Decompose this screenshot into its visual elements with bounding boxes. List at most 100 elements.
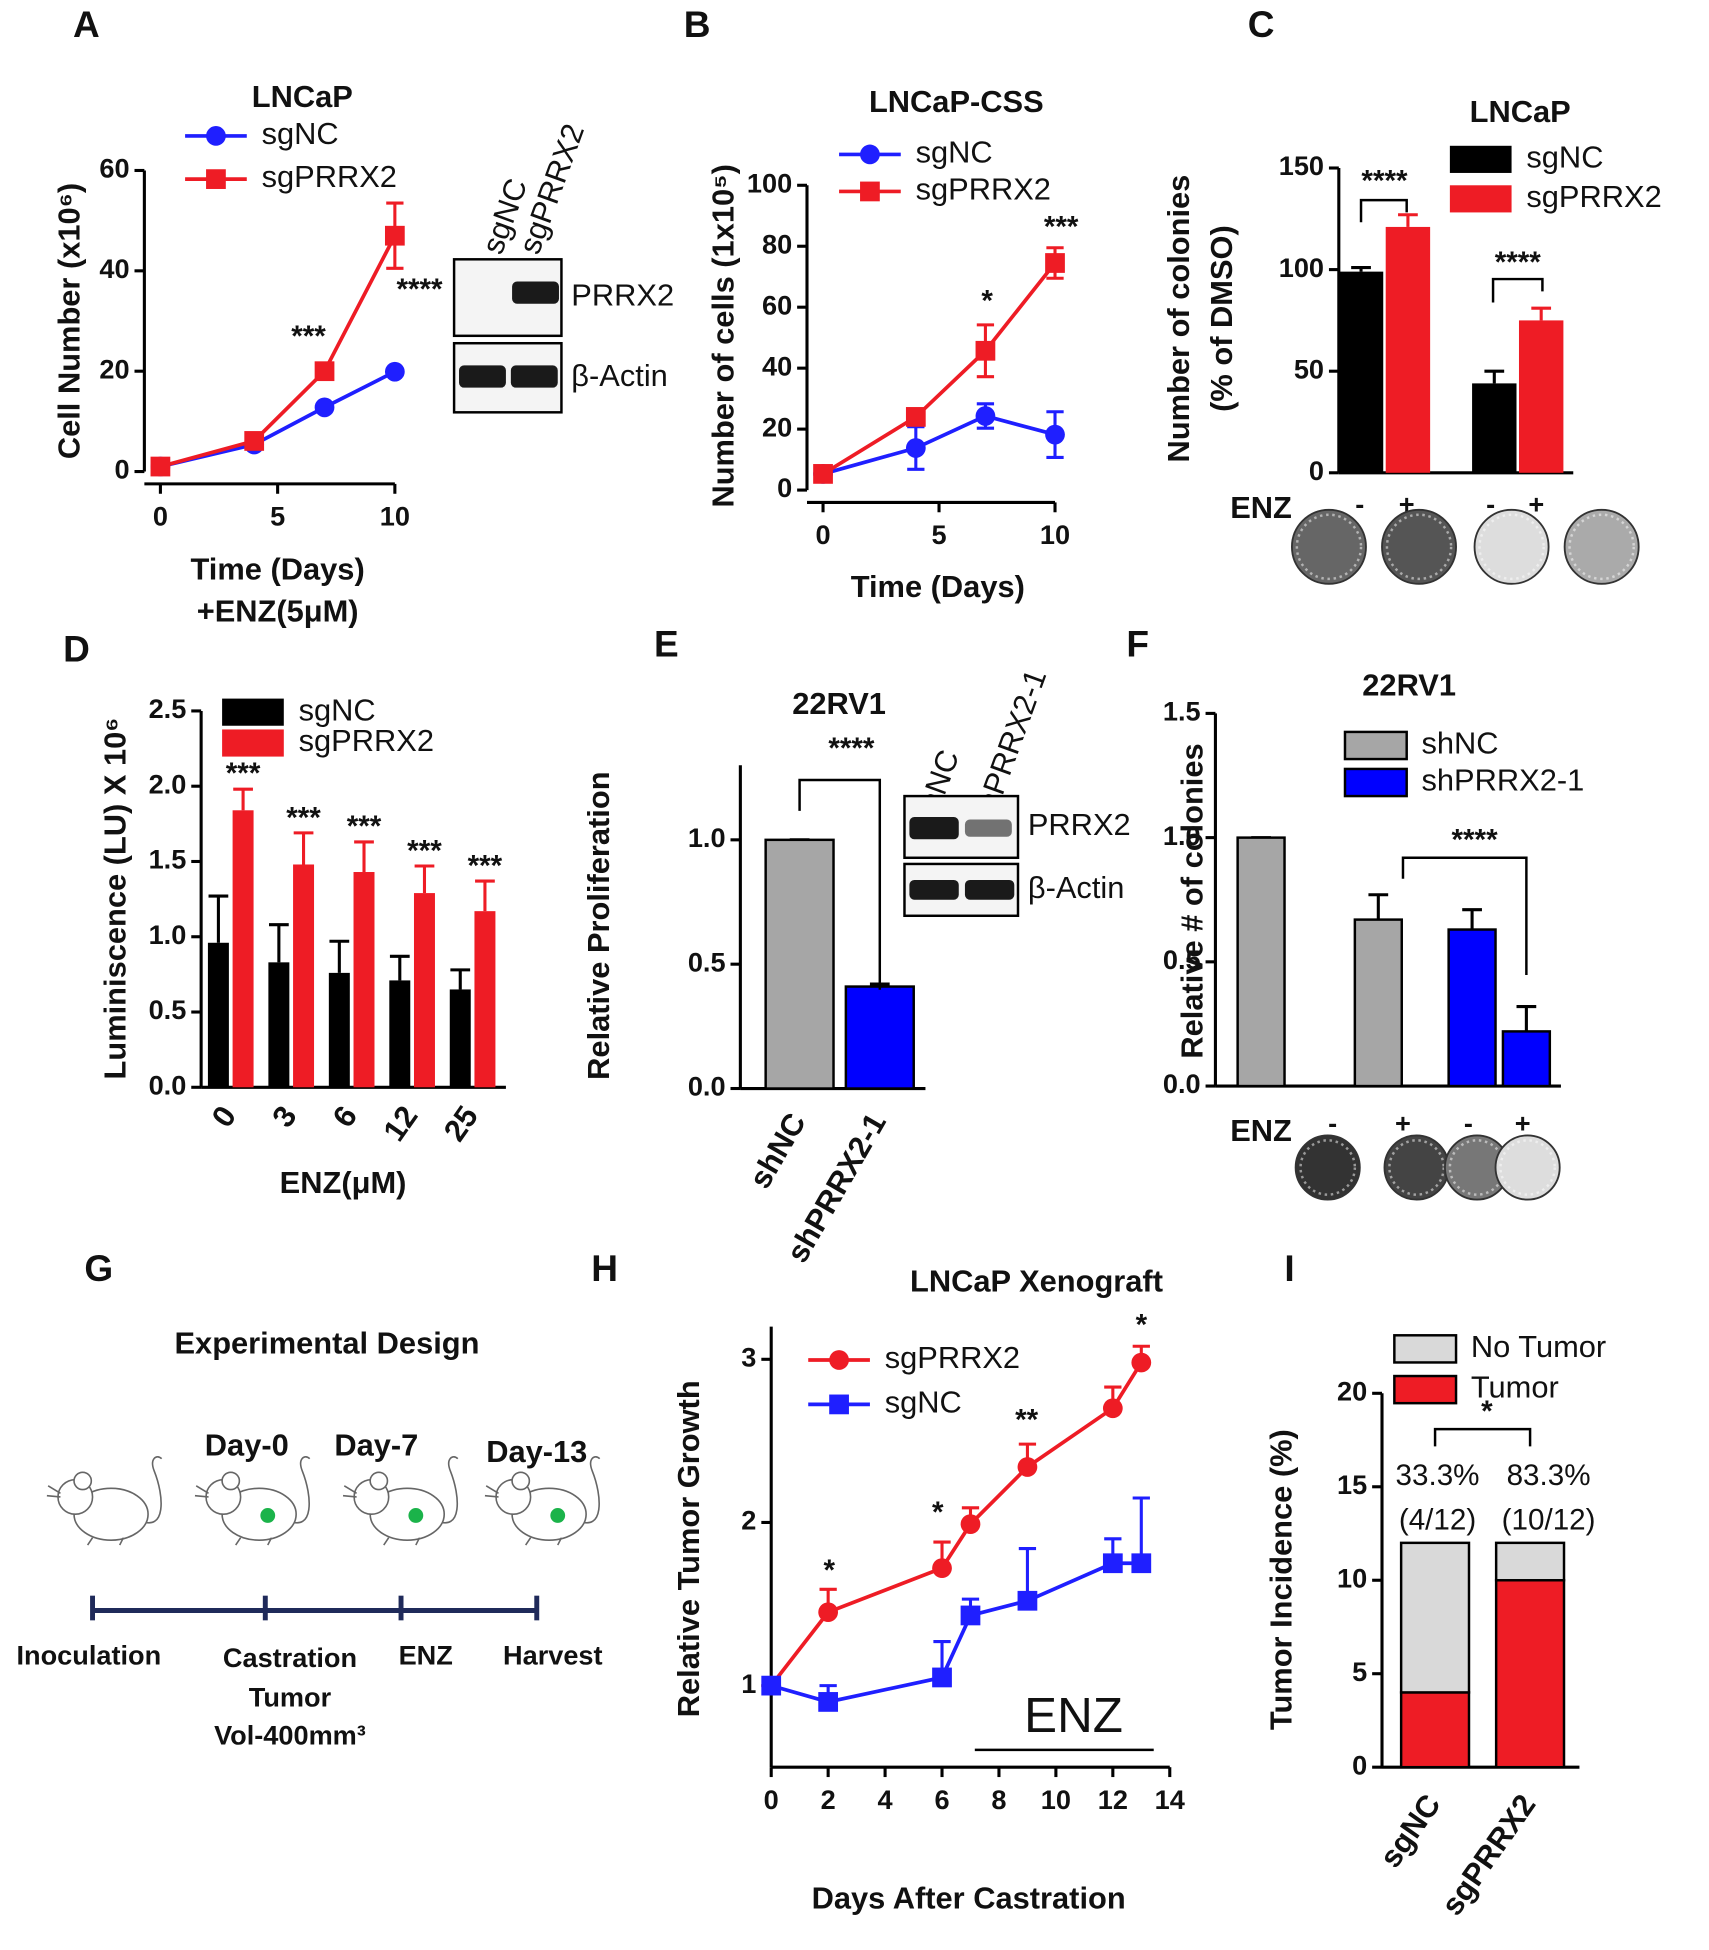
- legend-swatch: [222, 729, 284, 757]
- y-tick-label: 1.5: [149, 844, 187, 875]
- series-line: [822, 414, 1056, 476]
- event-note: Vol-400mm³: [214, 1720, 366, 1751]
- bar: [764, 838, 835, 1090]
- annotation: ***: [407, 835, 442, 868]
- annotation: 83.3%: [1507, 1459, 1591, 1492]
- x-tick-label: 0: [205, 1099, 244, 1133]
- annotation: ***: [291, 320, 326, 353]
- annotation: (10/12): [1502, 1503, 1596, 1536]
- bar: [449, 989, 471, 1088]
- colony-well-rim: [1499, 1139, 1556, 1196]
- bar: [1501, 1030, 1552, 1088]
- x-tick-label: 10: [1041, 1784, 1071, 1815]
- bar: [1518, 320, 1564, 473]
- y-tick-label: 0.5: [688, 946, 726, 977]
- mouse-feet: [86, 1537, 125, 1546]
- annotation: ***: [1044, 210, 1079, 243]
- bar: [207, 942, 229, 1088]
- y-tick-label: 0.0: [1163, 1068, 1201, 1099]
- significance-bracket: [1359, 198, 1408, 223]
- x-tick-label: 3: [265, 1099, 304, 1133]
- y-tick-label: 100: [1279, 252, 1324, 283]
- y-axis-label: Relative # of colonies: [1175, 743, 1210, 1058]
- data-point: [1102, 1398, 1123, 1419]
- bar: [1472, 383, 1517, 473]
- data-point: [1017, 1590, 1038, 1611]
- data-point: [384, 361, 405, 382]
- x-tick-label: sgNC: [1373, 1788, 1448, 1874]
- y-tick-label: 20: [99, 353, 129, 384]
- mouse-icon: [46, 1456, 163, 1546]
- x-tick-label: 10: [380, 501, 410, 532]
- blot-band-label: β-Actin: [571, 358, 668, 393]
- significance-bracket: [1433, 1427, 1532, 1447]
- data-point: [150, 456, 171, 477]
- panel-letter: A: [73, 3, 100, 45]
- mouse-tail: [577, 1456, 601, 1524]
- y-axis-label: Number of colonies: [1161, 175, 1196, 463]
- chart-title: LNCaP Xenograft: [910, 1264, 1163, 1299]
- blot-band-label: β-Actin: [1028, 870, 1125, 905]
- legend-swatch: [1343, 730, 1408, 761]
- data-point: [1045, 253, 1065, 273]
- data-point: [960, 1514, 981, 1534]
- annotation: *: [1136, 1308, 1148, 1341]
- x-tick-label: 4: [878, 1784, 893, 1815]
- panel-letter: E: [654, 623, 679, 665]
- data-point: [1045, 424, 1065, 445]
- y-tick-label: 60: [99, 153, 129, 184]
- y-tick-label: 15: [1337, 1469, 1367, 1500]
- y-tick-label: 1: [741, 1668, 756, 1699]
- y-tick-label: 80: [762, 228, 792, 259]
- x-tick-label: 12: [1098, 1784, 1128, 1815]
- y-tick-label: 0.0: [149, 1069, 187, 1100]
- y-tick-label: 0: [777, 472, 792, 503]
- data-point: [932, 1667, 952, 1688]
- legend-label: sgPRRX2: [885, 1340, 1020, 1375]
- blot-band: [510, 365, 558, 388]
- bar: [232, 810, 254, 1088]
- colony-well: [1473, 508, 1550, 585]
- mouse-tail: [435, 1456, 459, 1524]
- data-point: [932, 1558, 952, 1579]
- data-point: [818, 1692, 839, 1712]
- data-point: [905, 407, 926, 427]
- bar-segment: [1494, 1579, 1566, 1769]
- annotation: ****: [1361, 165, 1408, 198]
- data-point: [761, 1675, 782, 1696]
- series-line: [159, 234, 397, 469]
- chart-title: LNCaP-CSS: [869, 84, 1044, 119]
- mouse-ear: [511, 1471, 531, 1491]
- y-tick-label: 0: [114, 454, 129, 485]
- bar: [413, 893, 435, 1088]
- x-tick-label: 0: [153, 501, 168, 532]
- legend-marker: [860, 181, 880, 202]
- enz-label: ENZ: [1230, 1113, 1292, 1148]
- y-tick-label: 0: [1309, 455, 1324, 486]
- mouse-icon: [342, 1456, 459, 1546]
- enz-sign: -: [1464, 1108, 1473, 1139]
- mouse-whisker: [46, 1485, 61, 1498]
- y-tick-label: 2: [741, 1505, 756, 1536]
- colony-well: [1291, 508, 1367, 585]
- legend-label: Tumor: [1471, 1370, 1559, 1405]
- mouse-ear: [369, 1471, 389, 1491]
- data-point: [1102, 1553, 1123, 1574]
- x-tick-label: 10: [1040, 519, 1070, 550]
- blot-band: [909, 879, 959, 900]
- legend-marker: [206, 126, 226, 146]
- x-tick-label: 5: [931, 519, 946, 550]
- x-tick-label: 2: [821, 1784, 836, 1815]
- data-point: [813, 464, 833, 484]
- mouse-whisker: [342, 1485, 358, 1498]
- bar: [389, 980, 411, 1088]
- bar: [1236, 836, 1286, 1088]
- y-tick-label: 20: [1337, 1375, 1367, 1406]
- mouse-tail: [287, 1456, 311, 1524]
- legend-swatch: [1393, 1334, 1458, 1364]
- y-axis-label: Luminiscence (LU) X 10⁶: [97, 718, 132, 1080]
- enz-sign: -: [1328, 1108, 1337, 1139]
- legend-swatch: [1449, 145, 1512, 173]
- colony-well: [1381, 508, 1457, 585]
- significance-bracket: [1491, 277, 1544, 303]
